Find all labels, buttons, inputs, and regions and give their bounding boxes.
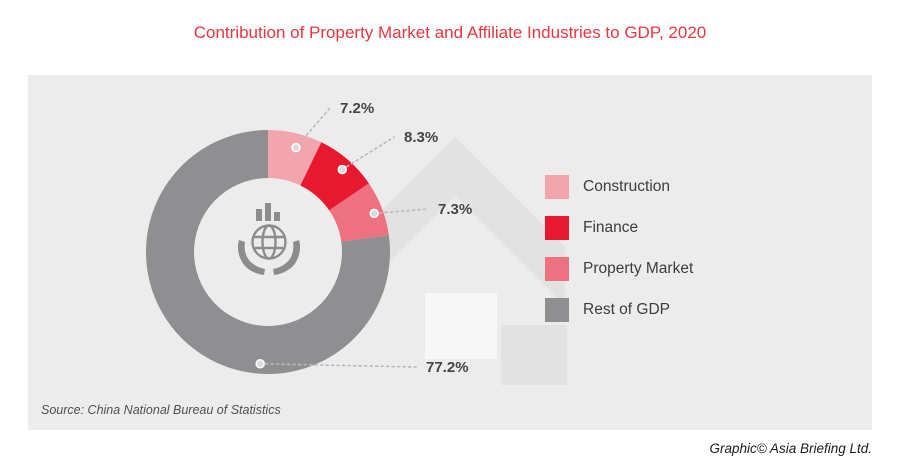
slice-value-label: 7.2% [340,100,374,117]
page-title: Contribution of Property Market and Affi… [193,23,707,42]
legend-swatch-rect [545,216,569,240]
slice-rest-of-gdp [146,130,390,374]
legend-label-rest-of-gdp: Rest of GDP [583,301,670,318]
source-text: Source: China National Bureau of Statist… [41,403,281,417]
leader-line [373,208,429,215]
legend-item-finance: Finance [545,216,693,240]
credit-text: Graphic© Asia Briefing Ltd. [709,441,872,456]
donut-chart: 7.2% 8.3% 7.3% 77.2% [146,100,567,385]
legend-item-construction: Construction [545,175,693,199]
watermark-arrow [345,137,565,306]
legend-label-construction: Construction [583,178,671,195]
slice-marker [291,142,301,153]
chart-panel: 7.2% 8.3% 7.3% 77.2% Construction Financ [28,75,872,430]
legend-swatch-finance [545,216,569,240]
legend-swatch-rect [545,175,569,199]
leader-line [295,107,331,149]
legend-swatch-rest-of-gdp [545,298,569,322]
legend-item-rest-of-gdp: Rest of GDP [545,298,693,322]
leader-line [341,136,395,171]
slice-value-label: 77.2% [426,359,469,376]
slice-value-label: 7.3% [438,201,472,218]
legend-item-property-market: Property Market [545,257,693,281]
legend-swatch-property-market [545,257,569,281]
slice-finance [300,142,369,211]
slice-marker [255,358,265,369]
watermark-square [501,325,567,385]
legend-swatch-rect [545,298,569,322]
watermark-square-light [425,293,497,359]
slice-marker [337,164,348,175]
leader-line [259,362,417,368]
legend: Construction Finance Property Market Res… [545,175,693,322]
legend-swatch-construction [545,175,569,199]
slice-value-label: 8.3% [404,129,438,146]
slice-construction [268,130,322,186]
legend-label-property-market: Property Market [583,260,694,277]
legend-swatch-rect [545,257,569,281]
legend-label-finance: Finance [583,219,639,236]
slice-property-market [329,183,389,242]
slice-marker [369,208,379,219]
